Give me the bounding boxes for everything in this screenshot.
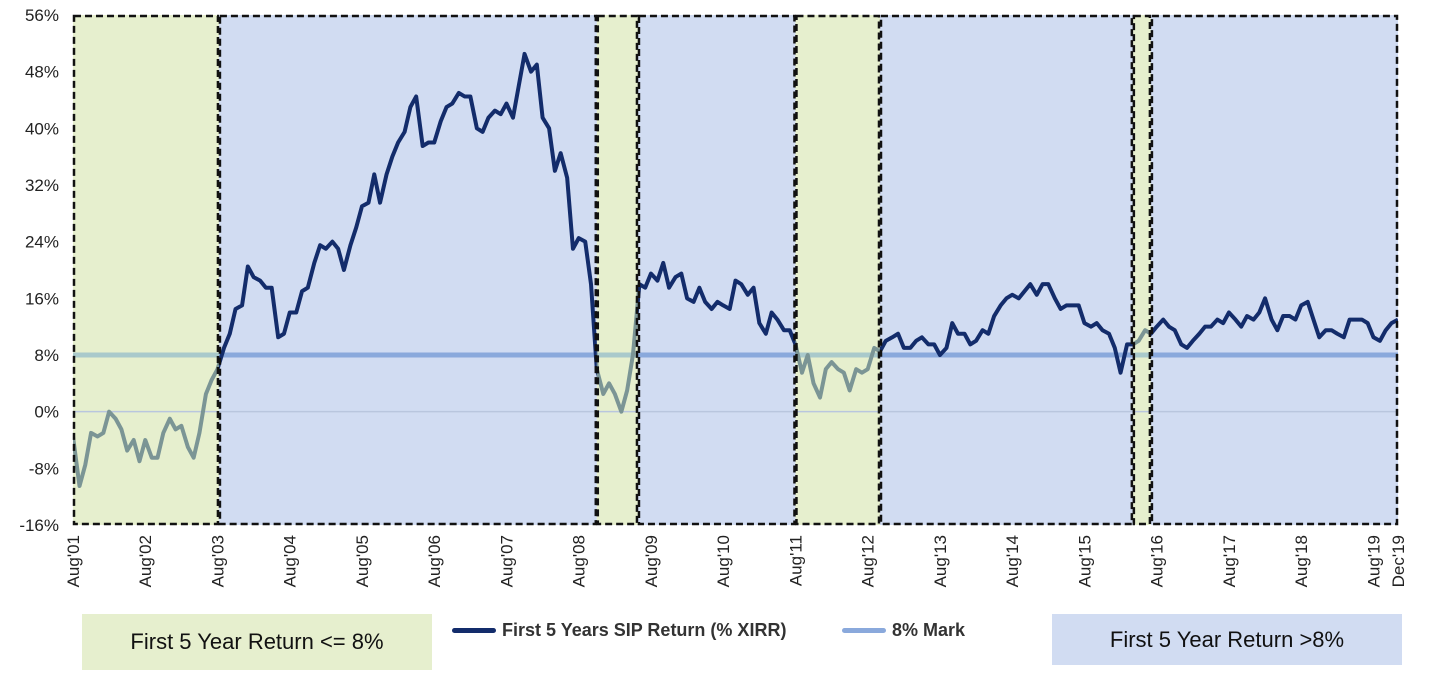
legend-box-low-return-label: First 5 Year Return <= 8% — [130, 629, 384, 654]
band-high-5 — [879, 15, 1133, 525]
y-axis-tick-labels: -16% -8% 0% 8% 16% 24% 32% 40% 48% 56% — [19, 6, 59, 535]
x-tick-label: Aug'06 — [425, 535, 444, 587]
legend-mark-swatch — [842, 628, 886, 633]
band-low-2 — [596, 15, 638, 525]
legend-series: First 5 Years SIP Return (% XIRR) — [452, 620, 786, 641]
x-tick-label: Aug'07 — [497, 535, 516, 587]
x-axis-tick-labels: Aug'01 Aug'02 Aug'03 Aug'04 Aug'05 Aug'06 Aug'… — [64, 535, 1408, 587]
band-borders — [72, 14, 1399, 526]
band-border-6 — [1132, 14, 1152, 526]
y-tick-label: 24% — [25, 233, 59, 252]
x-tick-label: Aug'15 — [1075, 535, 1094, 587]
x-tick-label: Aug'05 — [353, 535, 372, 587]
legend-series-swatch — [452, 628, 496, 633]
chart-svg: -16%-8%0%8%16%24%32%40%48%56% Aug'01 Aug'… — [19, 6, 1408, 587]
x-tick-label: Aug'13 — [931, 535, 950, 587]
x-tick-label: Aug'03 — [208, 535, 227, 587]
x-tick-label: Aug'14 — [1003, 535, 1022, 587]
y-tick-label: 16% — [25, 289, 59, 308]
band-high-7 — [1150, 15, 1398, 525]
x-tick-label: Aug'12 — [859, 535, 878, 587]
y-tick-label: 56% — [25, 6, 59, 25]
x-tick-label: Aug'08 — [570, 535, 589, 587]
legend-mark: 8% Mark — [842, 620, 965, 641]
x-tick-label: Aug'04 — [281, 535, 300, 587]
band-border-1 — [218, 14, 598, 526]
y-tick-label: 8% — [34, 346, 59, 365]
band-low-4 — [795, 15, 880, 525]
x-tick-label: Aug'01 — [64, 535, 83, 587]
y-tick-label: 32% — [25, 176, 59, 195]
series-lines — [73, 51, 1398, 489]
legend-box-high-return: First 5 Year Return >8% — [1052, 614, 1402, 665]
band-low-6 — [1132, 15, 1151, 525]
legend-box-high-return-label: First 5 Year Return >8% — [1109, 626, 1345, 652]
legend-series-label: First 5 Years SIP Return (% XIRR) — [502, 620, 787, 640]
legend-mark-label: 8% Mark — [892, 620, 966, 640]
x-tick-label: Aug'17 — [1220, 535, 1239, 587]
x-tick-label: Aug'09 — [642, 535, 661, 587]
band-border-0 — [72, 14, 220, 526]
x-tick-label: Aug'18 — [1292, 535, 1311, 587]
series-line — [218, 51, 1398, 489]
band-border-4 — [795, 14, 881, 526]
y-tick-label: -16% — [19, 516, 59, 535]
band-border-7 — [1150, 14, 1399, 526]
y-tick-label: 0% — [34, 403, 59, 422]
band-border-3 — [637, 14, 796, 526]
y-tick-label: -8% — [29, 459, 59, 478]
legend-box-low-return: First 5 Year Return <= 8% — [82, 614, 432, 670]
band-border-5 — [879, 14, 1134, 526]
x-tick-label: Aug'11 — [786, 535, 805, 586]
x-tick-label: Aug'10 — [714, 535, 733, 587]
background-bands — [73, 15, 1398, 525]
x-tick-label: Aug'16 — [1148, 535, 1167, 587]
x-tick-label: Aug'02 — [136, 535, 155, 587]
band-high-1 — [218, 15, 597, 525]
x-tick-label: Dec'19 — [1389, 535, 1408, 587]
band-border-2 — [596, 14, 639, 526]
x-tick-label: Aug'19 — [1364, 535, 1383, 587]
y-tick-label: 48% — [25, 63, 59, 82]
y-tick-label: 40% — [25, 119, 59, 138]
